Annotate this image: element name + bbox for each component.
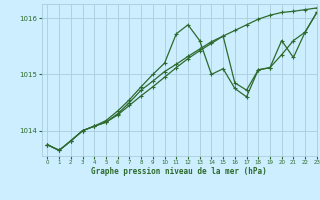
X-axis label: Graphe pression niveau de la mer (hPa): Graphe pression niveau de la mer (hPa) [91, 167, 267, 176]
